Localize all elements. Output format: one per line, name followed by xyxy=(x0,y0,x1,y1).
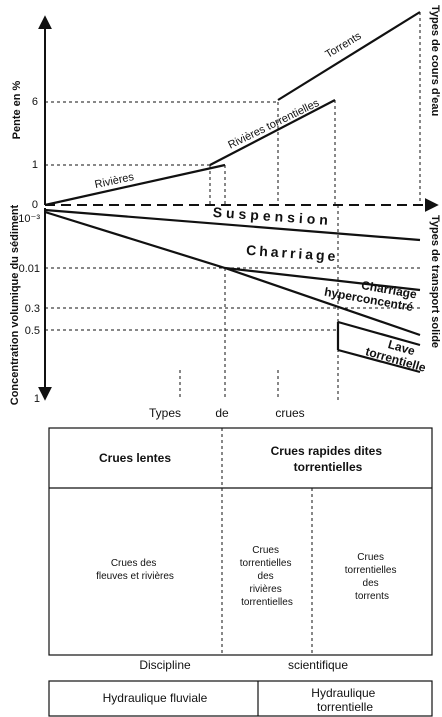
line: Crues xyxy=(252,545,279,556)
caption: crues xyxy=(275,406,304,420)
line: torrentielles xyxy=(294,460,363,474)
line: Crues rapides dites xyxy=(271,444,383,458)
caption: Discipline xyxy=(139,658,191,672)
caption: de xyxy=(215,406,229,420)
right-label: Types de cours d'eau xyxy=(429,5,441,116)
line: des xyxy=(258,571,274,582)
caption: Types xyxy=(149,406,181,420)
cell: Hydraulique fluviale xyxy=(103,691,208,705)
tick: 6 xyxy=(32,96,38,108)
caption: scientifique xyxy=(288,658,348,672)
line: Hydraulique xyxy=(311,686,375,700)
slope-label: Pente en % xyxy=(11,80,23,139)
line: torrents xyxy=(355,591,389,602)
transport-label: Charriage xyxy=(246,242,339,264)
concentration-label: Concentration volumique du sédiment xyxy=(9,204,21,405)
discipline-table: Hydraulique fluviale Hydraulique torrent… xyxy=(48,680,433,717)
cell: Crues torrentielles des torrents xyxy=(345,552,399,602)
line: Crues xyxy=(357,552,384,563)
tick: 1 xyxy=(34,393,40,405)
cell: Crues lentes xyxy=(99,451,171,465)
cell: Hydraulique torrentielle xyxy=(311,686,378,714)
river-lines xyxy=(44,11,421,207)
tick: 0.3 xyxy=(25,303,40,315)
river-label: Rivières xyxy=(94,171,136,191)
line: rivières xyxy=(249,584,281,595)
transport-lines xyxy=(44,208,421,374)
line: torrentielle xyxy=(317,700,373,714)
line: torrentielles xyxy=(345,565,397,576)
line: torrentielles xyxy=(241,597,293,608)
tick: 0 xyxy=(32,199,38,211)
cell: Crues rapides dites torrentielles xyxy=(271,444,386,474)
tick: 0.5 xyxy=(25,325,40,337)
line: Crues des xyxy=(111,558,157,569)
right-label: Types de transport solide xyxy=(429,215,441,348)
cell: Crues des fleuves et rivières xyxy=(96,558,174,582)
river-label: Torrents xyxy=(323,30,364,61)
line: des xyxy=(363,578,379,589)
line: torrentielles xyxy=(240,558,292,569)
tick: 0.01 xyxy=(19,263,40,275)
flood-table: Crues lentes Crues rapides dites torrent… xyxy=(48,427,433,656)
river-label: Rivières torrentielles xyxy=(226,97,321,152)
tick: 1 xyxy=(32,159,38,171)
line: fleuves et rivières xyxy=(96,571,174,582)
tick: 10⁻³ xyxy=(18,213,40,225)
cell: Crues torrentielles des rivières torrent… xyxy=(240,545,294,608)
